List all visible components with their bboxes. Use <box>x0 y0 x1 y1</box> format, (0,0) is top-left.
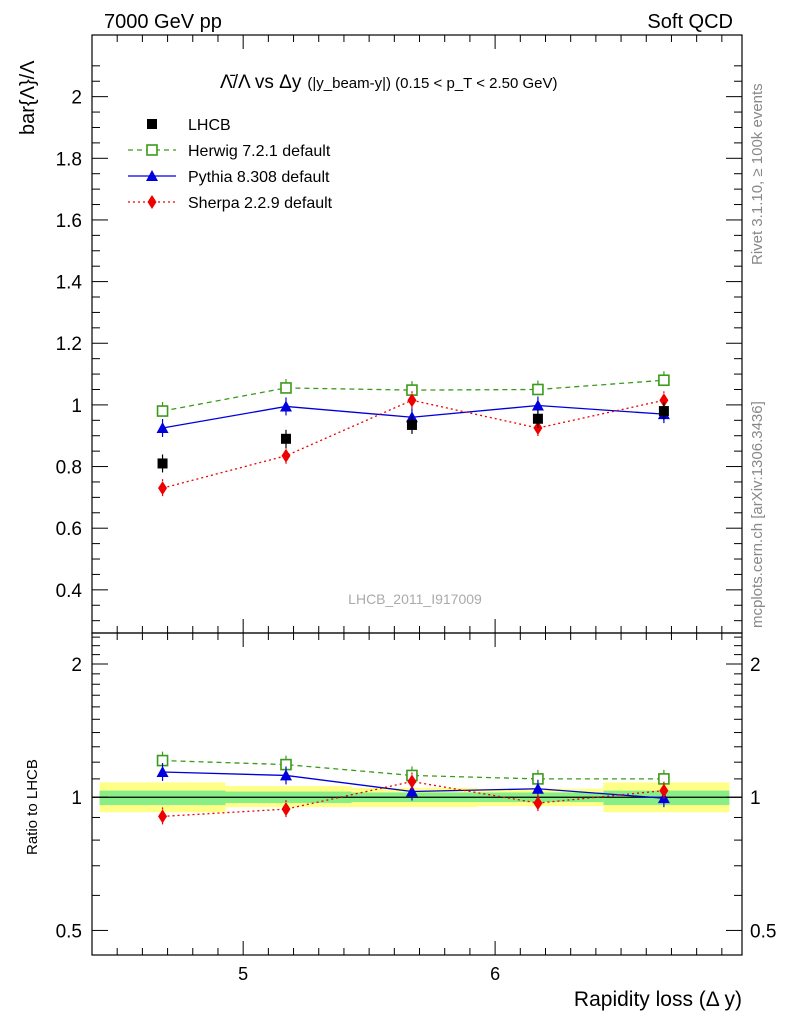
y-tick-label-main: 1.8 <box>56 149 82 170</box>
data-point <box>532 383 544 396</box>
ratio-y-axis-label: Ratio to LHCB <box>24 759 41 855</box>
data-point <box>281 802 291 817</box>
data-point <box>281 448 291 463</box>
y-tick-label-ratio-right: 0.5 <box>750 921 776 942</box>
y-tick-label-main: 1.2 <box>56 334 82 355</box>
y-tick-label-main: 0.6 <box>56 519 82 540</box>
legend-label: Sherpa 2.2.9 default <box>188 195 333 212</box>
data-point <box>658 406 669 417</box>
axis-ticks <box>92 35 742 955</box>
data-point <box>531 782 544 794</box>
data-point <box>147 119 157 129</box>
y-tick-label-main: 0.4 <box>56 581 83 602</box>
data-point <box>659 393 669 408</box>
y-tick-label-main: 2 <box>71 88 82 109</box>
y-tick-label-main: 0.8 <box>56 458 82 479</box>
data-point <box>156 405 169 417</box>
x-tick-label: 6 <box>490 964 500 984</box>
y-tick-label-ratio-right: 1 <box>750 788 761 809</box>
data-point <box>279 769 292 781</box>
energy-label: 7000 GeV pp <box>104 11 222 33</box>
ratio-panel-frame <box>91 632 743 956</box>
data-point <box>146 170 158 181</box>
data-point <box>658 374 670 387</box>
data-point <box>280 382 292 394</box>
tick-labels: 5 6 0.4 0.6 0.8 1 1.2 1.4 1.6 1.8 2 0.5 0.5 1 1 2 2 <box>56 88 777 984</box>
data-point <box>158 481 168 496</box>
data-point <box>158 809 168 824</box>
x-axis-label: Rapidity loss (Δ y) <box>574 988 742 1011</box>
ratio-series <box>156 751 670 826</box>
y-tick-label-main: 1.6 <box>56 211 82 232</box>
mcplots-label: mcplots.cern.ch [arXiv:1306.3436] <box>749 401 766 628</box>
data-point <box>147 195 157 209</box>
data-point <box>533 796 543 811</box>
y-tick-label-main: 1 <box>71 396 82 417</box>
data-point <box>406 419 417 430</box>
legend-label: Herwig 7.2.1 default <box>188 143 331 160</box>
data-point <box>407 393 417 408</box>
process-label: Soft QCD <box>647 11 733 33</box>
series-line <box>162 759 664 780</box>
data-point <box>532 413 543 424</box>
data-point <box>156 422 169 434</box>
data-point <box>156 766 169 778</box>
y-tick-label-ratio: 0.5 <box>56 921 82 942</box>
legend-label: LHCB <box>188 117 231 134</box>
rivet-label: Rivet 3.1.10, ≥ 100k events <box>749 83 766 265</box>
data-point <box>659 783 669 798</box>
series-line <box>162 399 665 489</box>
main-y-axis-label: bar{Λ}/Λ <box>17 60 39 135</box>
data-point <box>279 400 292 412</box>
y-tick-label-ratio: 1 <box>71 788 82 809</box>
analysis-watermark: LHCB_2011_I917009 <box>348 591 482 607</box>
main-series <box>156 371 670 498</box>
data-point <box>146 144 158 156</box>
y-tick-label-ratio-right: 2 <box>750 655 761 676</box>
data-point <box>531 399 544 411</box>
series-line <box>162 379 664 412</box>
data-point <box>407 774 417 789</box>
y-tick-label-main: 1.4 <box>56 273 83 294</box>
plot-title: Λ̄/Λ vs Δy (|y_beam-y|) (0.15 < p_T < 2.5… <box>220 72 558 93</box>
x-tick-label: 5 <box>238 964 248 984</box>
data-point <box>280 433 291 444</box>
data-point <box>405 785 418 797</box>
y-tick-label-ratio: 2 <box>71 655 82 676</box>
data-point <box>157 458 168 469</box>
legend-label: Pythia 8.308 default <box>188 169 330 186</box>
data-point <box>533 421 543 436</box>
legend: LHCB Herwig 7.2.1 default Pythia 8.308 def… <box>128 117 333 212</box>
